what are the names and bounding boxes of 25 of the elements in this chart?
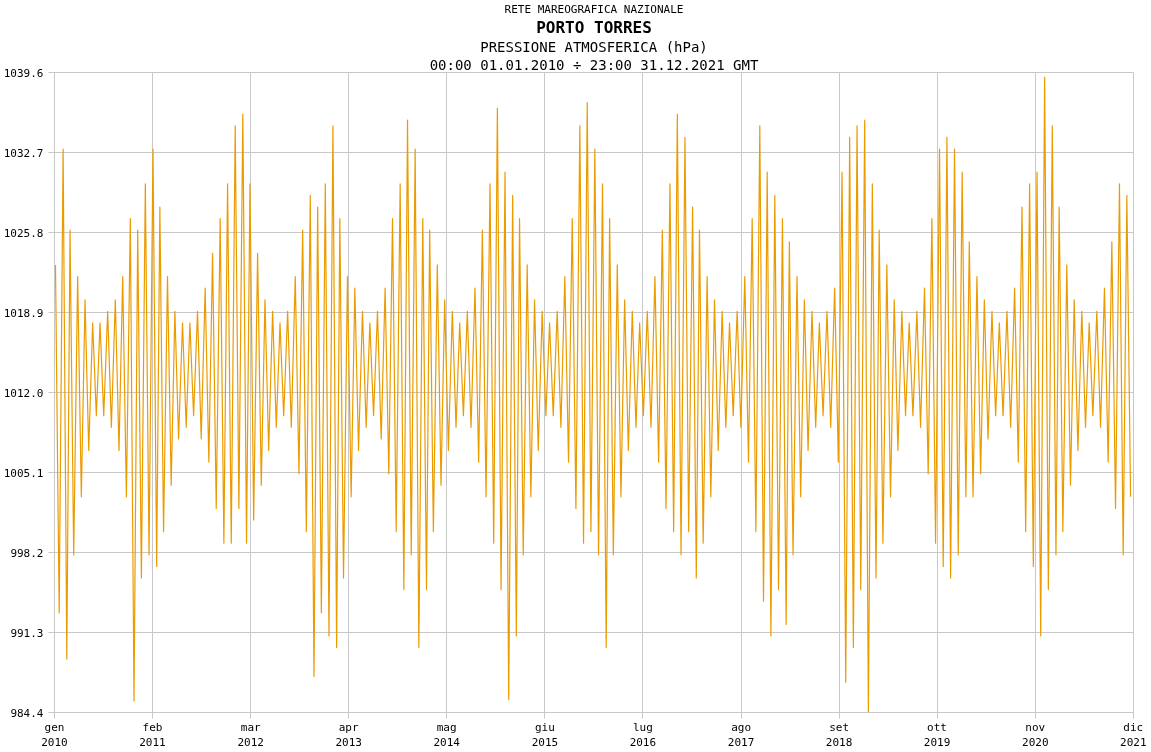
x-tick-label: ott 2019 [923, 720, 951, 750]
y-tick-label: 998.2 [10, 546, 44, 560]
chart-title: PORTO TORRES [536, 17, 652, 37]
y-tick-label: 1032.7 [3, 146, 44, 160]
y-tick-label: 991.3 [10, 626, 44, 640]
x-tick-label: feb 2011 [139, 720, 166, 750]
text: RETE MAREOGRAFICA NAZIONALE [504, 2, 684, 16]
x-tick-label: mag 2014 [433, 720, 461, 750]
y-tick-label: 1025.8 [3, 226, 44, 240]
y-tick-label: 984.4 [10, 706, 44, 720]
x-tick-label: gen 2010 [41, 720, 68, 750]
y-tick-label: 1012.0 [3, 386, 44, 400]
x-tick-label: set 2018 [825, 720, 853, 750]
chart-subtitle: PRESSIONE ATMOSFERICA (hPa) [480, 38, 708, 55]
x-tick-label: ago 2017 [727, 720, 755, 750]
text: 00:00 01.01.2010 ÷ 23:00 31.12.2021 GMT [429, 56, 759, 73]
x-tick-label: giu 2015 [531, 720, 559, 750]
y-tick-label: 1039.6 [3, 66, 44, 80]
x-tick-label: mar 2012 [237, 720, 264, 750]
x-tick-label: dic 2021 [1120, 720, 1147, 750]
x-tick-label: lug 2016 [629, 720, 657, 750]
y-tick-label: 1005.1 [3, 466, 44, 480]
x-tick-label: apr 2013 [335, 720, 362, 750]
x-tick-label: nov 2020 [1022, 720, 1049, 750]
y-tick-label: 1018.9 [3, 306, 44, 320]
